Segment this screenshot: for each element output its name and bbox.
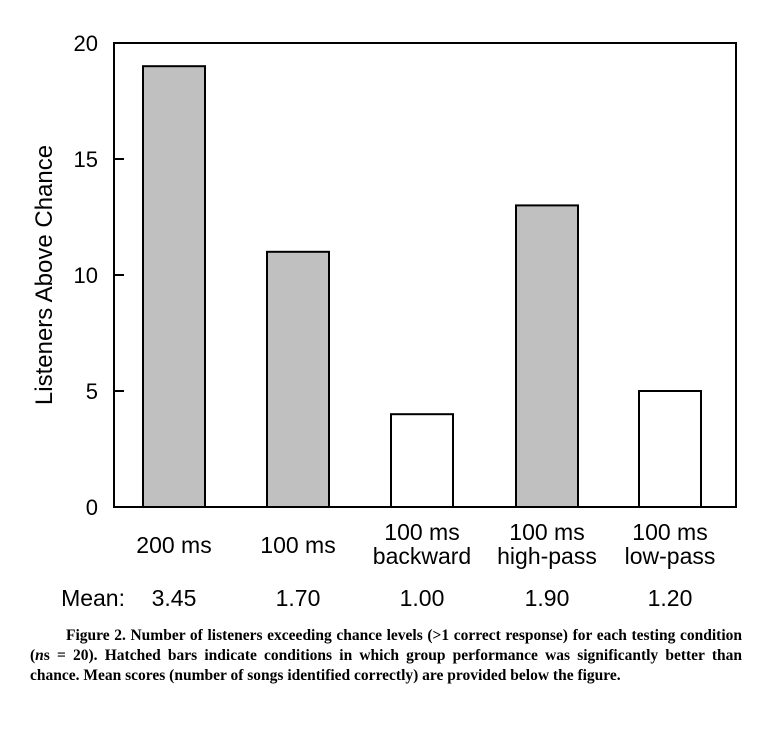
x-tick-label: 100 ms [509,519,584,545]
y-axis-label: Listeners Above Chance [31,145,58,405]
mean-row: Mean: 3.45 1.70 1.00 1.90 1.20 [61,585,692,611]
bar [638,390,702,508]
y-tick-label: 15 [74,147,98,172]
x-tick-label-line2: low-pass [625,543,716,569]
y-tick-label: 0 [86,495,98,520]
mean-row-label: Mean: [61,585,125,611]
caption-prefix: Figure 2. Number of listeners exceeding … [30,627,742,664]
caption-text: s = 20). Hatched bars indicate condition… [30,647,742,684]
x-tick-label-line2: backward [373,543,471,569]
y-tick-label: 20 [74,31,98,56]
mean-value: 1.20 [648,585,693,611]
mean-value: 1.90 [525,585,570,611]
caption-n-symbol: n [35,647,44,664]
bar [515,204,579,508]
bars [142,65,702,509]
mean-value: 1.00 [400,585,445,611]
figure-caption: Figure 2. Number of listeners exceeding … [30,626,742,686]
bar [390,413,454,509]
y-tick-label: 5 [86,379,98,404]
x-tick-label: 100 ms [632,519,707,545]
y-tick-label: 10 [74,263,98,288]
x-tick-label: 200 ms [136,532,211,558]
mean-value: 3.45 [152,585,197,611]
bar [142,65,206,508]
x-tick-label-line2: high-pass [497,543,597,569]
x-tick-label: 100 ms [260,532,335,558]
mean-value: 1.70 [276,585,321,611]
x-tick-label: 100 ms [384,519,459,545]
bar [266,250,330,508]
y-axis-ticks: 0 5 10 15 20 [74,31,124,520]
